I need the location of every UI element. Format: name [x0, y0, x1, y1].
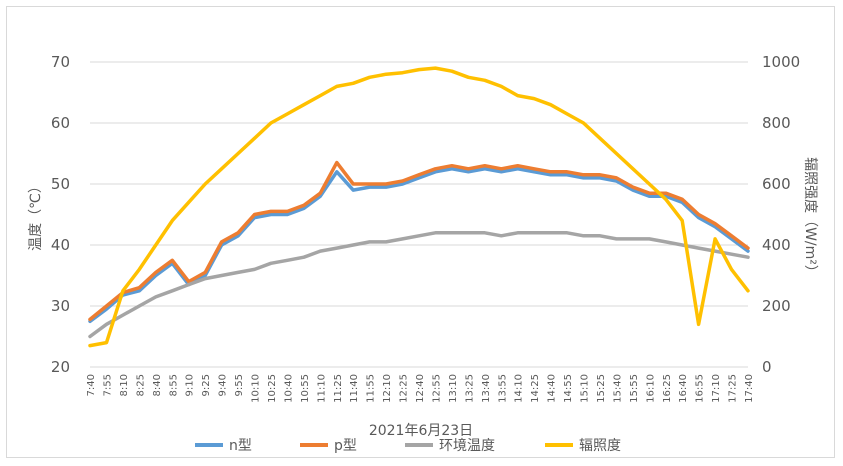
chart-frame [6, 6, 835, 458]
x-tick-label: 16:55 [695, 374, 706, 403]
series-line [88, 160, 750, 322]
x-tick-label: 14:10 [514, 374, 525, 403]
x-tick-label: 15:25 [596, 374, 607, 403]
x-tick-label: 8:40 [152, 374, 163, 396]
series-lines [88, 66, 750, 348]
x-tick-label: 10:10 [251, 374, 262, 403]
x-tick-label: 9:25 [201, 374, 212, 396]
x-axis-title: 2021年6月23日 [369, 423, 473, 439]
left-tick-label: 50 [51, 175, 70, 193]
x-tick-label: 17:25 [728, 374, 739, 403]
x-tick-label: 13:25 [464, 374, 475, 403]
x-tick-label: 16:25 [662, 374, 673, 403]
x-tick-label: 12:25 [399, 374, 410, 403]
series-line [88, 66, 750, 348]
x-tick-label: 11:25 [333, 374, 344, 403]
x-tick-label: 14:40 [547, 374, 558, 403]
x-tick-label: 13:40 [481, 374, 492, 403]
x-tick-label: 12:55 [431, 374, 442, 403]
left-axis-ticks: 20 30 40 50 60 70 [51, 53, 70, 376]
right-axis-title: 辐照强度（W/m²） [802, 157, 818, 279]
x-tick-label: 15:40 [612, 374, 623, 403]
series-line [88, 231, 750, 339]
right-tick-label: 800 [762, 114, 791, 132]
legend-label: n型 [229, 438, 252, 454]
x-tick-label: 12:10 [382, 374, 393, 403]
right-tick-label: 200 [762, 297, 791, 315]
x-tick-label: 11:40 [349, 374, 360, 403]
left-tick-label: 30 [51, 297, 70, 315]
x-tick-label: 17:40 [744, 374, 755, 403]
x-tick-label: 14:25 [530, 374, 541, 403]
right-tick-label: 400 [762, 236, 791, 254]
x-tick-label: 9:55 [234, 374, 245, 396]
x-tick-label: 17:10 [711, 374, 722, 403]
legend: n型 p型 环境温度 辐照度 [195, 438, 621, 454]
x-tick-label: 16:40 [678, 374, 689, 403]
x-tick-label: 10:55 [300, 374, 311, 403]
left-axis-title: 温度（℃） [28, 179, 44, 251]
x-tick-label: 15:10 [580, 374, 591, 403]
x-axis-ticks: 7:40 7:55 8:10 8:25 8:40 8:55 9:10 9:25 9:40 9:55… [86, 374, 755, 403]
x-tick-label: 16:10 [645, 374, 656, 403]
x-tick-label: 7:40 [86, 374, 97, 396]
x-tick-label: 14:55 [563, 374, 574, 403]
x-tick-label: 15:55 [629, 374, 640, 403]
legend-label: p型 [334, 438, 357, 454]
x-tick-label: 12:40 [415, 374, 426, 403]
left-tick-label: 70 [51, 53, 70, 71]
right-tick-label: 0 [762, 358, 772, 376]
right-tick-label: 1000 [762, 53, 800, 71]
legend-label: 辐照度 [579, 438, 621, 454]
x-tick-label: 8:10 [119, 374, 130, 396]
x-tick-label: 7:55 [102, 374, 113, 396]
left-tick-label: 20 [51, 358, 70, 376]
left-tick-label: 40 [51, 236, 70, 254]
gridlines [90, 61, 748, 368]
series-line [88, 167, 750, 324]
x-tick-label: 11:55 [366, 374, 377, 403]
x-tick-label: 10:25 [267, 374, 278, 403]
left-tick-label: 60 [51, 114, 70, 132]
x-tick-label: 8:25 [135, 374, 146, 396]
x-tick-label: 9:40 [218, 374, 229, 396]
right-axis-ticks: 0 200 400 600 800 1000 [762, 53, 800, 376]
x-tick-label: 13:10 [448, 374, 459, 403]
x-tick-label: 13:55 [497, 374, 508, 403]
x-tick-label: 10:40 [283, 374, 294, 403]
x-tick-label: 9:10 [185, 374, 196, 396]
right-tick-label: 600 [762, 175, 791, 193]
x-tick-label: 8:55 [168, 374, 179, 396]
x-tick-label: 11:10 [316, 374, 327, 403]
legend-label: 环境温度 [439, 438, 495, 454]
